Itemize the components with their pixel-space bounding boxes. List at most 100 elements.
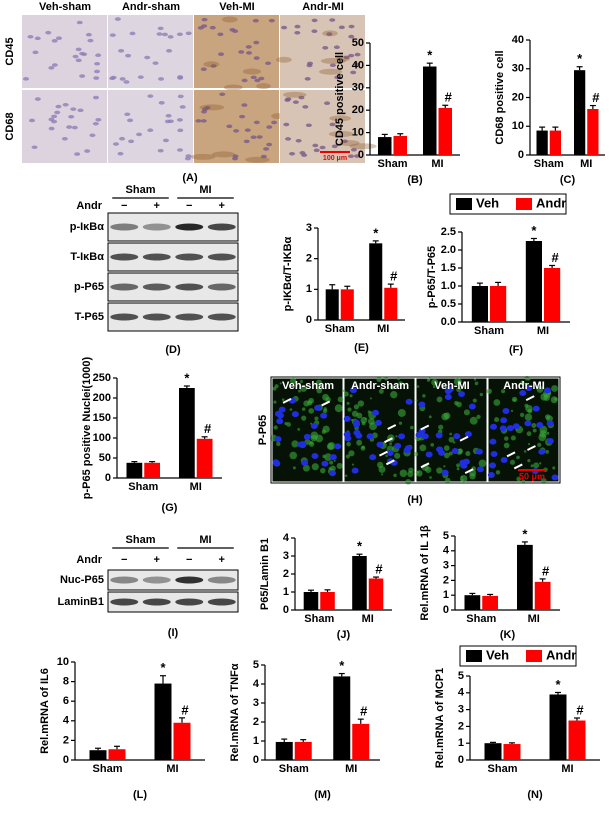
bar (275, 741, 293, 760)
green-signal (425, 466, 432, 473)
legend-swatch (456, 198, 472, 210)
nucleus (51, 63, 58, 67)
blue-nucleus (355, 432, 363, 439)
green-signal (410, 425, 414, 430)
band (207, 598, 236, 606)
band (207, 283, 236, 291)
green-signal (314, 416, 319, 421)
blue-nucleus (489, 438, 497, 445)
y-tick-label: 150 (93, 412, 111, 424)
green-signal (397, 377, 400, 381)
blue-nucleus (453, 433, 461, 440)
blue-nucleus (519, 390, 527, 397)
green-signal (390, 390, 398, 399)
column-header: Veh-MI (219, 1, 254, 13)
green-signal (289, 377, 297, 385)
green-signal (393, 473, 397, 478)
y-tick-label: 100 (93, 432, 111, 444)
nucleus (124, 112, 131, 117)
green-signal (298, 389, 301, 393)
nucleus (306, 63, 313, 68)
bar (503, 744, 521, 760)
blue-nucleus (532, 405, 540, 412)
nucleus (253, 56, 260, 60)
nucleus (76, 20, 83, 25)
nucleus (226, 124, 233, 129)
nucleus (123, 80, 130, 84)
blue-nucleus (398, 433, 406, 440)
nucleus (239, 114, 246, 119)
nucleus (305, 123, 312, 128)
bar (484, 743, 502, 760)
green-signal (378, 388, 384, 394)
nucleus (79, 74, 86, 78)
blue-nucleus (343, 415, 351, 422)
green-signal (316, 387, 323, 394)
green-signal (550, 396, 558, 404)
sign: − (121, 554, 127, 566)
nucleus (137, 75, 144, 79)
green-signal (301, 407, 306, 411)
blue-nucleus (544, 387, 552, 394)
y-tick-label: 5 (443, 530, 449, 542)
green-signal (524, 413, 533, 421)
y-tick-label: 1.0 (441, 280, 456, 292)
stain (211, 151, 236, 158)
green-signal (473, 378, 477, 381)
bar (294, 741, 312, 760)
nucleus (209, 25, 216, 30)
nucleus (95, 53, 102, 58)
green-signal (536, 385, 544, 393)
sign: − (121, 200, 127, 212)
y-tick-label: 1 (443, 589, 449, 601)
nucleus (244, 128, 251, 132)
blue-nucleus (500, 456, 508, 463)
y-tick-label: 3 (253, 697, 259, 709)
annotation: * (577, 51, 583, 66)
column-header: Andr-sham (351, 380, 409, 392)
treatment-label: Andr (76, 200, 102, 212)
green-signal (527, 459, 531, 463)
nucleus (263, 147, 270, 151)
nucleus (158, 77, 165, 81)
green-signal (469, 416, 478, 425)
blue-nucleus (475, 448, 483, 455)
nucleus (200, 67, 207, 72)
y-tick-label: 4 (458, 687, 465, 699)
nucleus (87, 38, 94, 43)
blot-strip (107, 591, 239, 613)
panel-label: (I) (168, 627, 179, 639)
y-tick-label: 3 (283, 550, 289, 562)
legend-label: Andr (536, 195, 566, 210)
nucleus (304, 77, 311, 81)
nucleus (162, 138, 169, 143)
nucleus (89, 133, 96, 138)
nucleus (253, 120, 260, 125)
green-signal (448, 451, 453, 456)
green-signal (405, 478, 412, 485)
stain (282, 91, 307, 98)
green-signal (322, 393, 330, 401)
blue-nucleus (436, 446, 444, 453)
panel-label: (E) (354, 342, 369, 354)
green-signal (381, 473, 384, 476)
green-signal (356, 439, 363, 446)
nucleus (250, 75, 257, 80)
green-signal (474, 381, 479, 386)
green-signal (422, 394, 426, 398)
stain (223, 84, 243, 91)
green-signal (367, 418, 375, 425)
green-signal (300, 384, 308, 392)
blue-nucleus (546, 438, 554, 445)
nucleus (245, 45, 252, 49)
green-signal (389, 442, 393, 446)
green-signal (511, 396, 518, 403)
annotation: * (373, 225, 379, 240)
legend-box (459, 645, 577, 667)
legend-swatch (466, 650, 482, 662)
blue-nucleus (551, 474, 559, 481)
nucleus (329, 63, 336, 68)
green-signal (351, 463, 355, 466)
green-signal (493, 399, 501, 406)
green-signal (292, 466, 296, 470)
